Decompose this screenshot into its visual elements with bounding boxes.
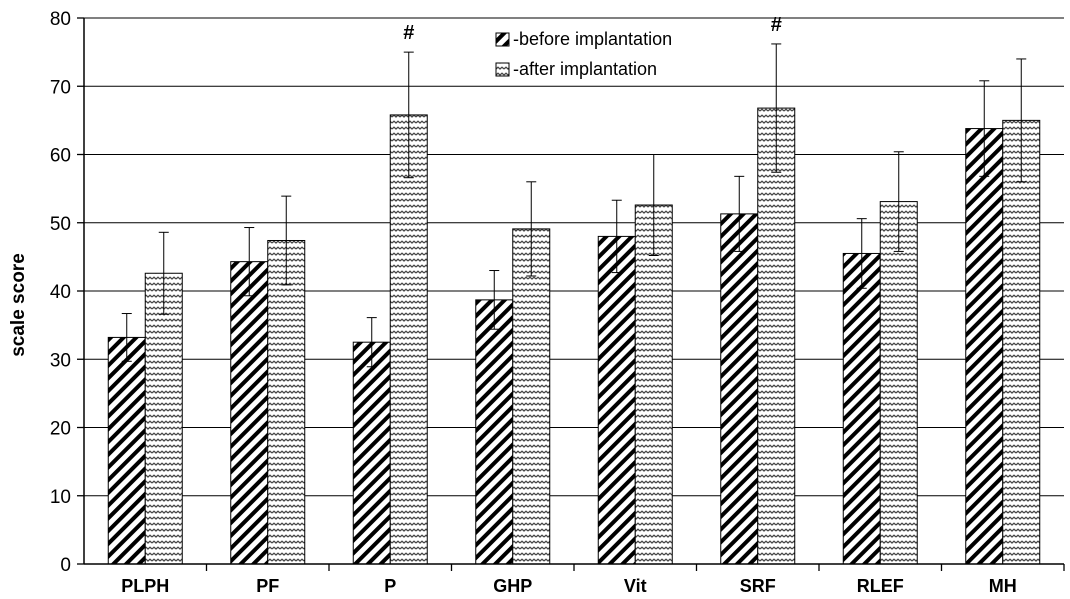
bar-wavy-rlef [879,201,918,565]
x-category-label: MH [989,576,1017,596]
y-tick-label: 50 [50,214,71,235]
bar-wavy-plph [144,272,183,565]
significance-marker: # [771,14,782,36]
y-axis-title: scale score [8,253,29,357]
bar-diagonal-hatch-ghp [475,299,514,565]
bar-wavy-srf [757,107,796,565]
bar-diagonal-hatch-srf [720,213,759,565]
y-tick-label: 70 [50,77,71,98]
y-tick-label: 60 [50,146,71,167]
bar-diagonal-hatch-plph [107,336,146,565]
bar-diagonal-hatch-p [352,341,391,565]
legend-label-before: -before implantation [513,29,672,49]
bar-wavy-pf [267,239,306,565]
significance-marker: # [403,22,414,44]
bar-diagonal-hatch-pf [230,261,269,565]
bar-wavy-p [389,114,428,565]
legend-swatch-before [495,32,510,47]
x-category-label: PLPH [121,576,169,596]
x-category-label: GHP [493,576,532,596]
x-category-label: P [384,576,396,596]
bar-wavy-ghp [512,228,551,565]
y-tick-label: 80 [50,9,71,30]
bar-wavy-mh [1002,119,1041,565]
x-category-label: PF [256,576,279,596]
legend: -before implantation -after implantation [495,29,672,79]
x-category-label: RLEF [857,576,904,596]
y-tick-label: 40 [50,282,71,303]
x-category-label: Vit [624,576,647,596]
y-tick-label: 30 [50,350,71,371]
bar-diagonal-hatch-rlef [842,252,881,565]
legend-swatch-after [495,62,510,77]
x-category-label: SRF [740,576,776,596]
bars [107,43,1041,565]
y-tick-label: 10 [50,487,71,508]
y-tick-label: 0 [60,555,71,576]
bar-diagonal-hatch-vit [597,235,636,565]
axes: 0 10 20 30 40 50 60 70 80 PLPH PF P GHP Vit SRF RLEF MH #… [50,9,1065,596]
legend-label-after: -after implantation [513,59,657,79]
y-tick-label: 20 [50,419,71,440]
bar-diagonal-hatch-mh [965,128,1004,565]
bar-wavy-vit [634,204,673,565]
